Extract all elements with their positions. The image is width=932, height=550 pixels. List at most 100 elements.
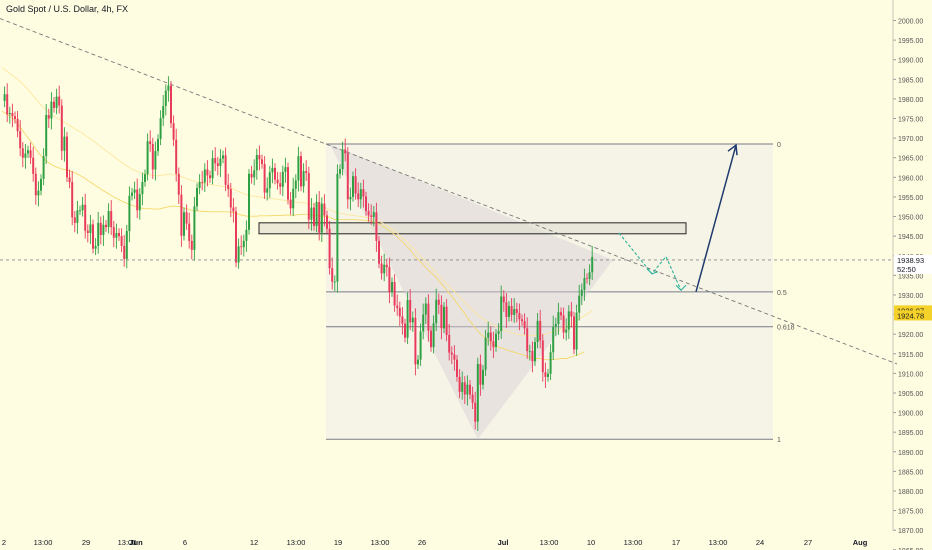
- candle: [131, 187, 133, 201]
- y-tick-label: 1955.00: [898, 195, 923, 202]
- y-tick-label: 1870.00: [898, 528, 923, 535]
- candle: [375, 202, 378, 252]
- candle-body: [406, 300, 409, 338]
- candle: [242, 234, 245, 257]
- candle: [84, 193, 87, 239]
- candle: [271, 158, 274, 184]
- candle: [66, 131, 68, 183]
- candle: [320, 197, 323, 243]
- candle: [29, 142, 32, 165]
- candle: [508, 301, 510, 322]
- candle: [289, 191, 292, 215]
- x-tick-label: 2: [2, 538, 6, 547]
- candle-body: [445, 306, 448, 335]
- candle-body: [510, 305, 513, 315]
- x-tick-label: Jul: [498, 538, 509, 547]
- candle-body: [86, 230, 89, 234]
- candle-body: [419, 331, 422, 360]
- candle-body: [8, 113, 11, 115]
- candle-body: [133, 189, 136, 193]
- candle-body: [172, 123, 175, 140]
- candle-body: [526, 328, 529, 352]
- candle: [404, 318, 406, 343]
- candle-body: [73, 217, 76, 223]
- candle-body: [258, 154, 261, 160]
- candle: [539, 309, 542, 349]
- candle: [380, 255, 383, 280]
- candle: [487, 321, 490, 346]
- candle: [99, 216, 102, 245]
- candle-body: [427, 303, 430, 331]
- candle: [97, 211, 100, 254]
- candle: [27, 145, 29, 159]
- candle-body: [131, 192, 133, 196]
- fib-level-label: 0: [777, 142, 781, 149]
- candle: [34, 167, 37, 205]
- candle-body: [294, 180, 297, 189]
- candle-body: [149, 141, 152, 145]
- x-tick-label: Jun: [129, 538, 143, 547]
- candle: [235, 206, 237, 268]
- candle: [573, 311, 575, 355]
- candle: [354, 168, 357, 200]
- candle-body: [469, 384, 471, 395]
- candle: [16, 111, 19, 138]
- candle-body: [281, 171, 284, 187]
- candle-body: [268, 172, 271, 189]
- candle-body: [328, 228, 331, 269]
- candle-body: [573, 316, 575, 350]
- candle-body: [154, 151, 157, 170]
- candle: [489, 326, 492, 351]
- candle: [502, 290, 505, 312]
- candle-body: [440, 304, 443, 329]
- candle: [586, 273, 588, 284]
- candle: [578, 284, 581, 321]
- candle: [388, 257, 391, 304]
- candle-body: [401, 316, 404, 324]
- candle-body: [466, 384, 469, 395]
- candle: [567, 305, 570, 339]
- candle-body: [92, 224, 94, 249]
- candle-body: [534, 342, 536, 362]
- candle: [279, 172, 282, 195]
- candle: [352, 171, 354, 202]
- price-label: 1938.93: [897, 256, 924, 265]
- candle-body: [185, 212, 188, 224]
- candle: [68, 169, 71, 189]
- y-tick-label: 1985.00: [898, 77, 923, 84]
- x-tick-label: 13:00: [709, 538, 728, 547]
- candle: [232, 198, 235, 223]
- x-tick-label: 27: [804, 538, 812, 547]
- candle-body: [66, 136, 68, 178]
- candle-body: [450, 352, 453, 355]
- candle-body: [42, 156, 45, 179]
- candle: [440, 295, 443, 340]
- candle: [463, 376, 466, 404]
- candle-body: [339, 169, 341, 174]
- candle: [466, 375, 469, 406]
- candle-body: [11, 113, 14, 117]
- candle: [300, 151, 302, 192]
- candle-body: [261, 159, 263, 165]
- candle-body: [55, 96, 58, 108]
- candle: [302, 163, 305, 193]
- candle-body: [276, 179, 279, 184]
- candle: [294, 174, 297, 199]
- candle-body: [248, 173, 250, 230]
- y-tick-label: 1975.00: [898, 117, 923, 124]
- candle: [495, 329, 497, 352]
- candle: [526, 317, 529, 359]
- candle-body: [235, 211, 237, 263]
- candle-body: [24, 153, 27, 158]
- candle-body: [362, 189, 365, 197]
- candle: [406, 292, 409, 344]
- x-tick-label: 13:00: [624, 538, 643, 547]
- x-tick-label: 13:00: [34, 538, 53, 547]
- candle: [445, 298, 448, 342]
- candle-body: [167, 85, 170, 91]
- candle: [419, 323, 422, 366]
- candle-body: [305, 171, 308, 174]
- candle-body: [505, 302, 508, 317]
- candle-body: [487, 332, 490, 338]
